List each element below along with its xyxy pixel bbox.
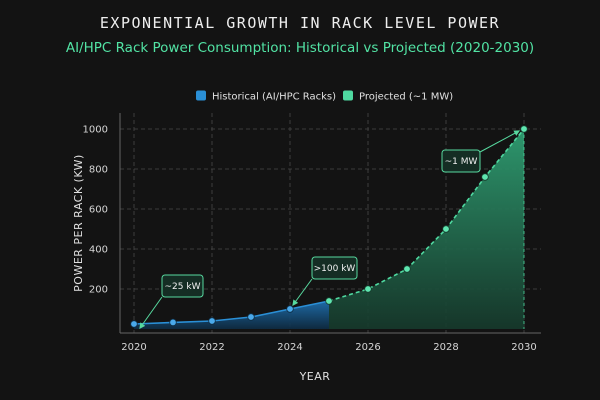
historical-point — [130, 320, 138, 328]
historical-point — [208, 317, 216, 325]
annotation-label: ~1 MW — [445, 157, 478, 167]
legend-swatch-historical — [196, 90, 206, 101]
y-tick-label: 200 — [89, 285, 108, 296]
annotation-arrow — [139, 296, 163, 329]
annotation-label: ~25 kW — [165, 282, 201, 292]
projected-area — [329, 129, 524, 329]
x-axis-title: YEAR — [299, 370, 331, 383]
historical-line — [133, 300, 330, 325]
projected-point — [364, 285, 372, 293]
projected-point — [520, 125, 528, 133]
historical-point — [169, 318, 177, 327]
projected-point — [403, 265, 411, 273]
y-tick-label: 800 — [89, 165, 108, 176]
x-tick-label: 2028 — [433, 342, 458, 353]
projected-point — [325, 297, 333, 305]
x-tick-label: 2022 — [199, 342, 224, 353]
historical-area — [134, 301, 329, 329]
x-tick-label: 2020 — [121, 342, 146, 353]
y-tick-label: 1000 — [83, 125, 108, 136]
projected-line — [328, 128, 525, 302]
legend-label-projected: Projected (~1 MW) — [359, 92, 453, 103]
projected-point — [442, 225, 450, 233]
y-tick-label: 400 — [89, 245, 108, 256]
annotation-box — [161, 274, 204, 298]
projected-point — [481, 173, 489, 181]
historical-point — [286, 305, 294, 313]
annotation-arrow — [292, 278, 313, 306]
legend-swatch-projected — [343, 90, 353, 101]
x-tick-label: 2024 — [277, 342, 302, 353]
historical-point — [247, 313, 255, 321]
chart-subtitle: AI/HPC Rack Power Consumption: Historica… — [65, 40, 535, 56]
annotation-box — [441, 149, 481, 173]
annotation-box — [311, 256, 358, 280]
annotation-arrow — [479, 130, 521, 153]
y-tick-label: 600 — [89, 205, 108, 216]
x-tick-label: 2026 — [355, 342, 380, 353]
x-tick-label: 2030 — [511, 342, 536, 353]
y-axis-title: POWER PER RACK (KW) — [72, 154, 85, 292]
chart-title: EXPONENTIAL GROWTH IN RACK LEVEL POWER — [99, 14, 501, 32]
legend-label-historical: Historical (AI/HPC Racks) — [212, 92, 336, 103]
annotation-label: >100 kW — [314, 264, 356, 274]
